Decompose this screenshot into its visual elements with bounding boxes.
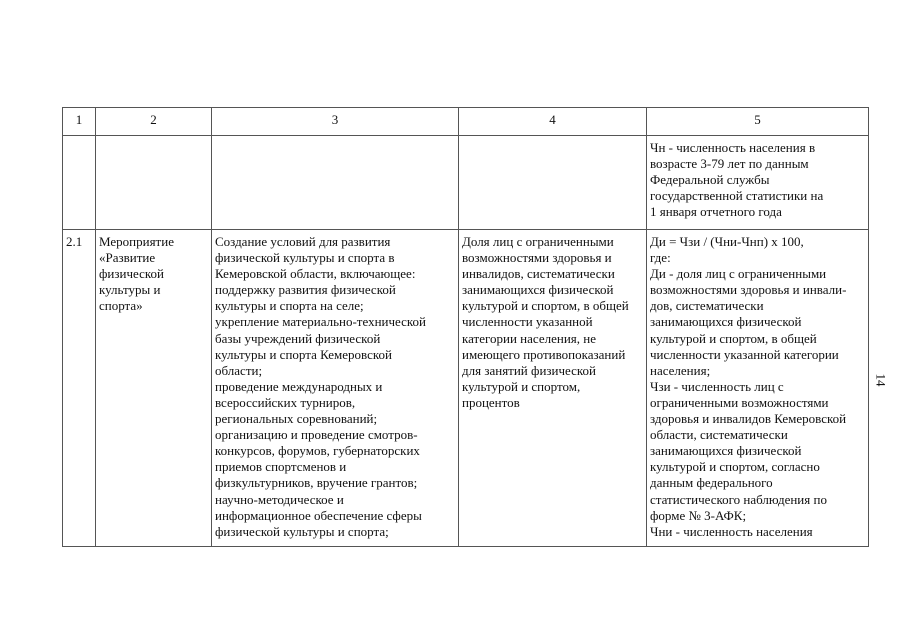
cell-text-line: для занятий физической	[462, 362, 597, 378]
cell-text-line: численности указанной	[462, 314, 593, 330]
cell-text-line: Мероприятие	[99, 234, 174, 249]
row-number-cell: 2.1	[62, 229, 96, 547]
table-cell	[458, 135, 647, 230]
header-col-3: 3	[211, 107, 459, 136]
cell-text-line: физической культуры и спорта в	[215, 250, 395, 266]
cell-text-line: форме № 3-АФК;	[650, 507, 747, 523]
cell-text-line: Создание условий для развития	[215, 234, 391, 249]
cell-text-line: физической культуры и спорта;	[215, 523, 389, 539]
activity-name-cell: Мероприятие «Развитие физической культуры и…	[95, 229, 212, 547]
cell-text-line: области, систематически	[650, 427, 788, 443]
cell-text-line: возможностями здоровья и инвали-	[650, 282, 847, 298]
cell-text-line: статистического наблюдения по	[650, 491, 827, 507]
cell-text-line: конкурсов, форумов, губернаторских	[215, 443, 420, 459]
cell-text-line: культуры и	[99, 282, 161, 298]
cell-text-line: 1 января отчетного года	[650, 204, 782, 220]
cell-text-line: культурой и спортом, в общей	[650, 330, 817, 346]
header-col-5: 5	[646, 107, 869, 136]
table-cell: Чн - численность населения в возрасте 3-7…	[646, 135, 869, 230]
cell-text-line: имеющего противопоказаний	[462, 346, 626, 362]
cell-text-line: государственной статистики на	[650, 188, 824, 204]
cell-text-line: поддержку развития физической	[215, 282, 396, 298]
cell-text-line: категории населения, не	[462, 330, 596, 346]
cell-text-line: Чзи - численность лиц с	[650, 378, 784, 394]
page-number: 14	[873, 373, 889, 387]
cell-text-line: организацию и проведение смотров-	[215, 427, 418, 443]
table-cell	[211, 135, 459, 230]
cell-text-line: Ди = Чзи / (Чни-Чнп) x 100,	[650, 234, 804, 249]
cell-text-line: 2.1	[66, 234, 83, 249]
cell-text-line: спорта»	[99, 298, 143, 314]
cell-text-line: Доля лиц с ограниченными	[462, 234, 614, 249]
cell-text-line: занимающихся физической	[650, 443, 802, 459]
cell-text-line: приемов спортсменов и	[215, 459, 347, 475]
cell-text-line: дов, систематически	[650, 298, 764, 314]
cell-text-line: культуры и спорта на селе;	[215, 298, 364, 314]
cell-text-line: культурой и спортом, в общей	[462, 298, 629, 314]
cell-text-line: инвалидов, систематически	[462, 266, 615, 282]
cell-text-line: базы учреждений физической	[215, 330, 381, 346]
table-row: 2.1 Мероприятие «Развитие физической культу…	[62, 229, 869, 547]
activity-description-cell: Создание условий для развития физической …	[211, 229, 459, 547]
cell-text-line: области;	[215, 362, 263, 378]
table-cell	[95, 135, 212, 230]
cell-text-line: культурой и спортом,	[462, 378, 581, 394]
cell-text-line: культурой и спортом, согласно	[650, 459, 820, 475]
table-cell	[62, 135, 96, 230]
cell-text-line: возможностями здоровья и	[462, 250, 612, 266]
formula-cell: Ди = Чзи / (Чни-Чнп) x 100, где: Ди - доля…	[646, 229, 869, 547]
cell-text-line: физической	[99, 266, 164, 282]
cell-text-line: укрепление материально-технической	[215, 314, 427, 330]
cell-text-line: численности указанной категории	[650, 346, 839, 362]
cell-text-line: ограниченными возможностями	[650, 394, 829, 410]
cell-text-line: «Развитие	[99, 250, 156, 266]
cell-text-line: информационное обеспечение сферы	[215, 507, 422, 523]
table-header-row: 1 2 3 4 5	[62, 107, 869, 136]
cell-text-line: культуры и спорта Кемеровской	[215, 346, 392, 362]
cell-text-line: процентов	[462, 394, 520, 410]
cell-text-line: занимающихся физической	[462, 282, 614, 298]
cell-text-line: проведение международных и	[215, 378, 383, 394]
cell-text-line: Чн - численность населения в	[650, 140, 816, 155]
cell-text-line: физкультурников, вручение грантов;	[215, 475, 418, 491]
cell-text-line: научно-методическое и	[215, 491, 344, 507]
cell-text-line: Федеральной службы	[650, 172, 770, 188]
cell-text-line: Чни - численность населения	[650, 523, 813, 539]
cell-text-line: всероссийских турниров,	[215, 394, 356, 410]
cell-text-line: данным федерального	[650, 475, 773, 491]
header-col-4: 4	[458, 107, 647, 136]
cell-text-line: возрасте 3-79 лет по данным	[650, 156, 809, 172]
cell-text-line: здоровья и инвалидов Кемеровской	[650, 411, 847, 427]
header-col-2: 2	[95, 107, 212, 136]
indicators-table: 1 2 3 4 5 Чн - численность населения в во…	[62, 107, 869, 547]
cell-text-line: занимающихся физической	[650, 314, 802, 330]
table-row: Чн - численность населения в возрасте 3-7…	[62, 135, 869, 230]
cell-text-line: населения;	[650, 362, 711, 378]
cell-text-line: где:	[650, 250, 671, 266]
cell-text-line: Кемеровской области, включающее:	[215, 266, 416, 282]
cell-text-line: региональных соревнований;	[215, 411, 378, 427]
cell-text-line: Ди - доля лиц с ограниченными	[650, 266, 827, 282]
indicator-name-cell: Доля лиц с ограниченными возможностями зд…	[458, 229, 647, 547]
header-col-1: 1	[62, 107, 96, 136]
